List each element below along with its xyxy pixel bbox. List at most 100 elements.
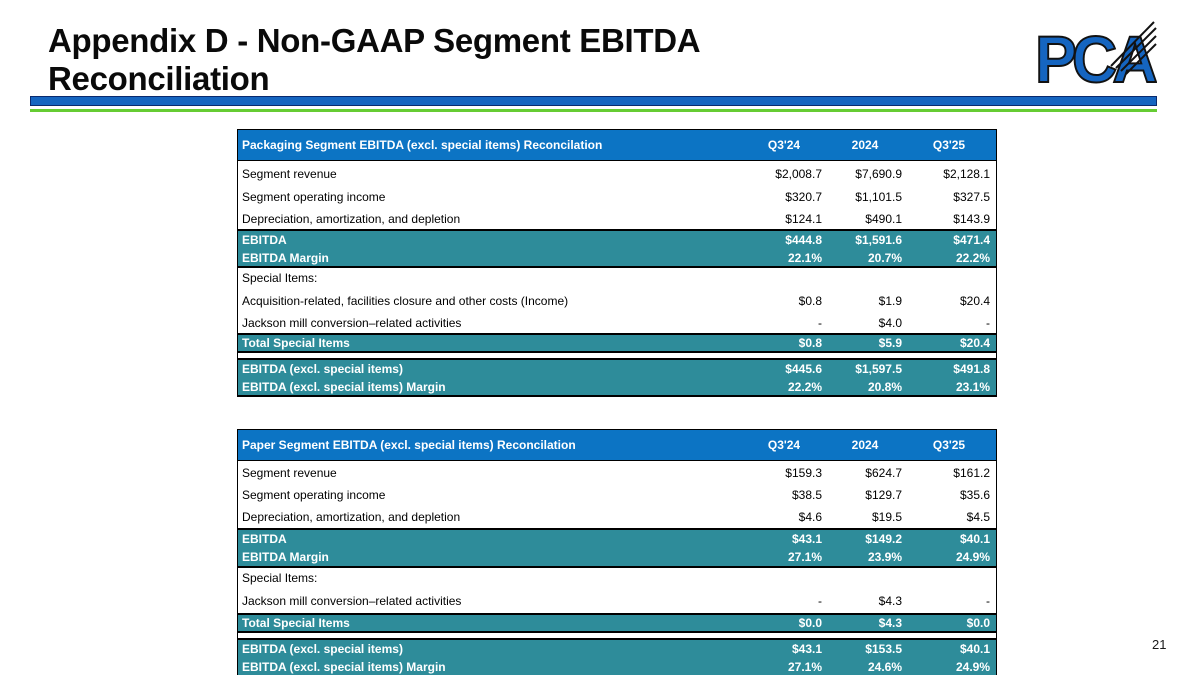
cell-value: 23.9% <box>867 550 902 564</box>
table-row: EBITDA (excl. special items) Margin 22.2%… <box>237 378 997 397</box>
cell-value: 24.9% <box>955 659 990 674</box>
row-label: Jackson mill conversion–related activiti… <box>242 593 462 608</box>
cell-value: $2,128.1 <box>943 166 990 181</box>
table-row <box>237 633 997 638</box>
column-header: 2024 <box>851 438 879 452</box>
pca-logo: PCA <box>1034 18 1162 97</box>
cell-value: 24.6% <box>867 659 902 674</box>
cell-value: $491.8 <box>953 362 990 376</box>
table-row <box>237 353 997 358</box>
table-row: Depreciation, amortization, and depletio… <box>237 208 997 229</box>
cell-value: $4.0 <box>878 316 902 330</box>
table-row: Jackson mill conversion–related activiti… <box>237 313 997 333</box>
cell-value: 20.7% <box>867 250 902 265</box>
cell-value: 22.2% <box>787 379 822 394</box>
cell-value: 20.8% <box>867 379 902 394</box>
row-label: Special Items: <box>242 571 318 585</box>
cell-value: 23.1% <box>955 379 990 394</box>
cell-value: $35.6 <box>959 488 990 502</box>
column-header: 2024 <box>851 138 879 152</box>
cell-value: $490.1 <box>865 211 902 226</box>
cell-value: $0.0 <box>966 616 990 630</box>
page-title-line1: Appendix D - Non-GAAP Segment EBITDA <box>48 22 701 59</box>
cell-value: $20.4 <box>959 293 990 308</box>
row-label: Special Items: <box>242 271 318 285</box>
column-header: Q3'25 <box>932 138 966 152</box>
table-row: EBITDA $43.1 $149.2 $40.1 <box>237 528 997 548</box>
cell-value: $1.9 <box>878 293 902 308</box>
cell-value: $0.8 <box>798 336 822 350</box>
packaging-segment-table: Packaging Segment EBITDA (excl. special … <box>237 129 997 397</box>
cell-value: $4.5 <box>966 510 990 524</box>
table-row: Segment revenue $159.3 $624.7 $161.2 <box>237 461 997 484</box>
cell-value: $0.0 <box>798 616 822 630</box>
table-row: Total Special Items $0.8 $5.9 $20.4 <box>237 333 997 353</box>
row-label: Total Special Items <box>242 336 350 350</box>
cell-value: 22.2% <box>955 250 990 265</box>
cell-value: $43.1 <box>791 532 822 546</box>
row-label: EBITDA <box>242 233 287 247</box>
cell-value: $1,101.5 <box>855 190 902 204</box>
paper-segment-table: Paper Segment EBITDA (excl. special item… <box>237 429 997 675</box>
row-label: Acquisition-related, facilities closure … <box>242 293 569 308</box>
column-header: Q3'24 <box>767 438 801 452</box>
cell-value: - <box>818 316 822 330</box>
table-title: Packaging Segment EBITDA (excl. special … <box>242 138 603 152</box>
cell-value: $4.3 <box>878 616 902 630</box>
cell-value: $161.2 <box>953 465 990 480</box>
table-row: Segment revenue $2,008.7 $7,690.9 $2,128.1 <box>237 161 997 186</box>
table-row: Segment operating income $320.7 $1,101.5 $3… <box>237 186 997 208</box>
cell-value: $129.7 <box>865 488 902 502</box>
row-label: Segment operating income <box>242 488 386 502</box>
divider-green-line <box>30 109 1157 112</box>
table-row: Special Items: <box>237 268 997 288</box>
page-title-line2: Reconciliation <box>48 60 270 98</box>
table-row: EBITDA (excl. special items) Margin 27.1%… <box>237 658 997 675</box>
table-row: EBITDA (excl. special items) $445.6 $1,597… <box>237 358 997 378</box>
table-row: EBITDA $444.8 $1,591.6 $471.4 <box>237 229 997 249</box>
cell-value: - <box>818 593 822 608</box>
cell-value: $153.5 <box>865 642 902 656</box>
table-row: Segment operating income $38.5 $129.7 $35.6 <box>237 484 997 506</box>
cell-value: $40.1 <box>959 642 990 656</box>
table-row: EBITDA Margin 27.1% 23.9% 24.9% <box>237 548 997 568</box>
table-row: Depreciation, amortization, and depletio… <box>237 506 997 528</box>
divider-bar <box>30 96 1157 106</box>
row-label: EBITDA (excl. special items) <box>242 642 403 656</box>
cell-value: - <box>986 316 990 330</box>
pca-logo-graphic: PCA <box>1034 21 1162 97</box>
row-label: EBITDA Margin <box>242 250 329 265</box>
cell-value: 27.1% <box>787 659 822 674</box>
cell-value: $124.1 <box>785 211 822 226</box>
cell-value: $19.5 <box>871 510 902 524</box>
cell-value: $2,008.7 <box>775 166 822 181</box>
table-row: Total Special Items $0.0 $4.3 $0.0 <box>237 613 997 633</box>
row-label: Segment revenue <box>242 465 337 480</box>
cell-value: 24.9% <box>955 550 990 564</box>
row-label: EBITDA (excl. special items) <box>242 362 403 376</box>
row-label: EBITDA (excl. special items) Margin <box>242 379 446 394</box>
table-row: Special Items: <box>237 568 997 588</box>
cell-value: $40.1 <box>959 532 990 546</box>
column-header: Q3'25 <box>932 438 966 452</box>
row-label: Segment operating income <box>242 190 386 204</box>
pca-logo-text: PCA <box>1035 22 1156 94</box>
row-label: Jackson mill conversion–related activiti… <box>242 316 462 330</box>
cell-value: $38.5 <box>791 488 822 502</box>
cell-value: $0.8 <box>798 293 822 308</box>
row-label: Segment revenue <box>242 166 337 181</box>
cell-value: $1,591.6 <box>855 233 902 247</box>
cell-value: $624.7 <box>865 465 902 480</box>
row-label: Depreciation, amortization, and depletio… <box>242 510 461 524</box>
table-row: EBITDA (excl. special items) $43.1 $153.5 $… <box>237 638 997 658</box>
cell-value: $320.7 <box>785 190 822 204</box>
cell-value: $43.1 <box>791 642 822 656</box>
table-row: Acquisition-related, facilities closure … <box>237 288 997 313</box>
row-label: Depreciation, amortization, and depletio… <box>242 211 461 226</box>
cell-value: $4.3 <box>878 593 902 608</box>
pca-logo-stripes-icon <box>1110 21 1157 75</box>
cell-value: $4.6 <box>798 510 822 524</box>
cell-value: $149.2 <box>865 532 902 546</box>
cell-value: $159.3 <box>785 465 822 480</box>
